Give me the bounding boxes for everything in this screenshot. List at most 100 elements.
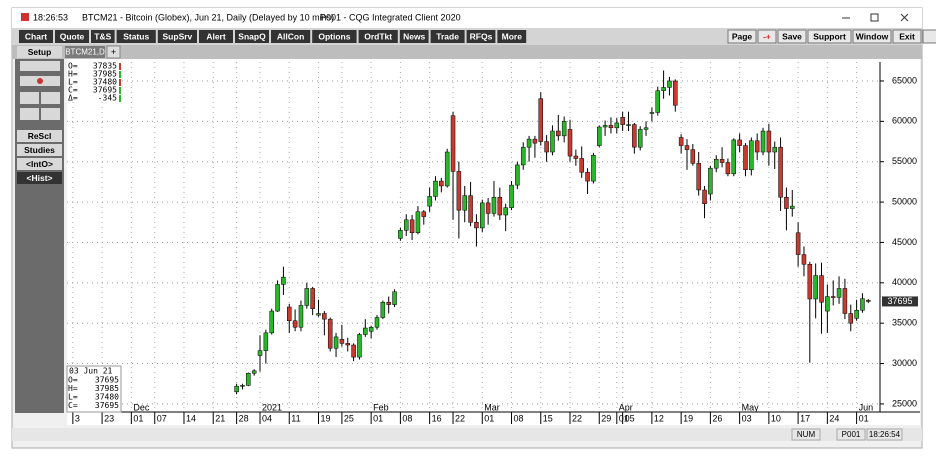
candle-body [497,196,503,216]
candle-body [795,232,801,255]
toolbar-button[interactable] [892,29,922,44]
toolbar-button[interactable] [497,30,527,43]
toolbar-button[interactable] [116,30,156,43]
month-label: Jun [859,402,874,412]
candle-body [836,288,842,298]
toolbar-label: SnapQ [238,31,266,41]
candle-body [333,336,339,349]
toolbar-button[interactable] [157,30,197,43]
x-tick-label: 08 [514,413,524,423]
candle-body [427,196,432,207]
x-tick-label: 17 [800,413,810,423]
toolbar-button[interactable] [399,30,429,43]
month-label: Feb [373,402,389,412]
candle-body [234,385,239,393]
status-text: 18:26:54 [869,430,901,439]
candle-body [444,151,450,187]
ohlc-bar [119,71,121,78]
candle-body [778,146,783,198]
x-tick-label: 01 [133,413,143,423]
candle-body [363,327,368,335]
toolbar-button[interactable] [55,30,89,43]
candle-body [374,317,380,328]
toolbar-button[interactable] [358,30,398,43]
candle-body [287,306,292,322]
toolbar-button[interactable] [312,30,357,43]
toolbar-button[interactable] [807,29,852,44]
ohlc-label: O= [68,62,78,71]
icon-button[interactable] [922,29,936,44]
toolbar-button[interactable] [757,29,777,44]
toolbar-button[interactable] [852,29,892,44]
toolbar-label: Options [318,31,350,41]
close[interactable] [900,13,909,22]
month-label: Dec [133,402,150,412]
cursor-value: 37480 [95,393,119,402]
x-tick-label: 24 [829,413,839,423]
toolbar-button[interactable] [19,30,53,43]
month-label: Apr [619,402,633,412]
icon-button[interactable] [20,92,39,104]
ohlc-value: 37985 [93,70,117,79]
icon-button[interactable] [20,108,39,120]
toolbar-button[interactable] [777,29,807,44]
side-button[interactable] [17,144,62,156]
add-tab[interactable] [106,45,121,59]
print-button[interactable] [20,61,60,71]
candle-body [655,90,660,113]
ohlc-value: -345 [98,94,117,103]
candle-body [848,313,854,324]
tab[interactable] [65,46,105,58]
x-tick-label: 19 [683,413,693,423]
app-icon [21,13,29,21]
last-price-box [882,296,918,307]
status-text: NUM [797,430,816,439]
maximize[interactable] [870,13,879,22]
toolbar-button[interactable] [727,29,757,44]
candle-body [474,222,479,229]
candle-body [614,122,620,129]
toolbar-button[interactable] [271,30,311,43]
toolbar-button[interactable] [430,30,465,43]
candle-body [597,126,602,146]
cursor-box [66,365,122,413]
candle-body [281,276,286,285]
candle-body [532,138,538,144]
toolbar-button[interactable] [466,30,496,43]
candle-body [544,141,549,153]
candle-body [526,138,532,148]
candle-body [696,163,701,191]
x-tick-label: 01 [373,413,383,423]
candle-body [468,195,473,223]
toolbar-label: Trade [436,31,459,41]
toolbar-label: Page [732,31,753,41]
y-tick-label: 35000 [892,318,917,328]
toolbar-button[interactable] [199,30,233,43]
x-tick-label: 12 [654,413,664,423]
side-button[interactable] [17,158,62,170]
x-tick-label: 10 [771,413,781,423]
side-button[interactable] [17,130,62,142]
candle-body [392,291,397,305]
toolbar-label: Window [856,31,889,41]
ohlc-box [67,62,121,102]
toolbar-button[interactable] [235,30,269,43]
candle-body [556,130,561,137]
tab-bar [12,45,922,59]
icon-button[interactable] [41,108,60,120]
y-tick-label: 25000 [892,398,917,408]
candle-body [632,124,637,148]
ohlc-value: 37835 [93,62,117,71]
candle-body [819,275,824,303]
side-button[interactable] [17,46,62,58]
icon-button[interactable] [41,92,60,104]
month-label: 2021 [262,402,282,412]
candle-body [421,211,427,217]
toolbar-button[interactable] [91,30,115,43]
side-button-label: <Hist> [27,173,53,183]
candle-body [316,313,321,316]
toolbar-label: Quote [60,31,85,41]
ohlc-bar [119,95,121,102]
candle-body [515,164,520,186]
side-button[interactable] [17,172,62,184]
